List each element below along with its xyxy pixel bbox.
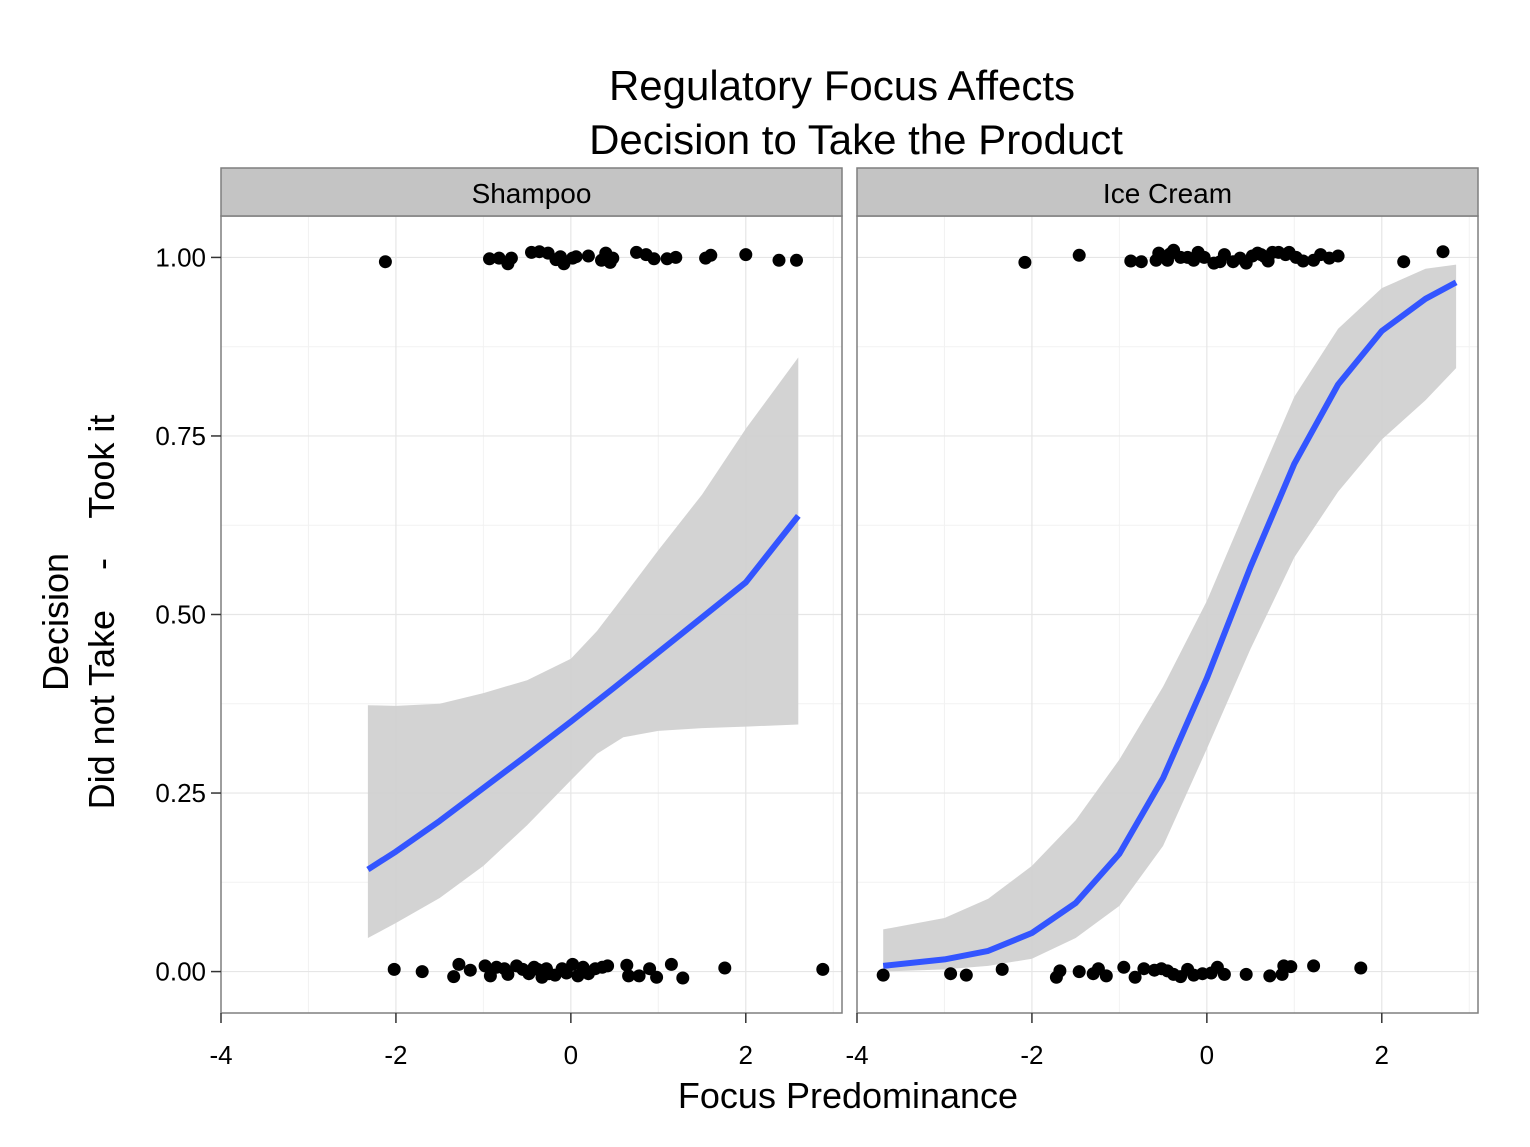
data-point-took — [647, 252, 661, 266]
data-point-not — [1128, 970, 1142, 984]
data-point-not — [944, 967, 958, 981]
data-point-not — [387, 962, 401, 976]
facet-panels: Shampoo -4 -2 0 2 Ice Cream -4 -2 0 2 — [209, 167, 1479, 1070]
data-point-not — [566, 957, 580, 971]
data-point-took — [669, 250, 683, 264]
data-point-took — [1072, 248, 1086, 262]
data-point-not — [650, 970, 664, 984]
strip-label: Ice Cream — [1103, 178, 1232, 209]
y-tick-label: 0.25 — [155, 778, 206, 808]
data-point-took — [581, 249, 595, 263]
data-point-not — [622, 969, 636, 983]
data-point-not — [632, 969, 646, 983]
data-point-took — [504, 251, 518, 265]
data-point-not — [601, 959, 615, 973]
data-point-took — [1197, 250, 1211, 264]
data-point-took — [1152, 246, 1166, 260]
data-point-not — [643, 962, 657, 976]
data-point-took — [1397, 255, 1411, 269]
y-axis-title-line-1: Decision — [35, 553, 76, 691]
x-tick-label: -4 — [845, 1040, 868, 1070]
data-point-took — [483, 252, 496, 266]
data-point-took — [569, 250, 583, 264]
x-tick-label: -2 — [1020, 1040, 1043, 1070]
data-point-took — [1217, 248, 1231, 262]
data-point-took — [1124, 254, 1138, 268]
data-point-not — [676, 971, 690, 985]
data-point-not — [447, 970, 461, 984]
data-point-not — [959, 968, 973, 982]
data-point-not — [876, 968, 890, 982]
data-point-took — [772, 253, 786, 267]
data-point-took — [378, 255, 392, 269]
data-point-not — [1307, 959, 1321, 973]
data-point-not — [718, 961, 732, 975]
data-point-not — [1284, 960, 1298, 974]
y-tick-label: 0.00 — [155, 957, 206, 987]
y-axis-title-line-2: Did not Take - Took it — [81, 415, 122, 810]
data-point-not — [995, 962, 1009, 976]
data-point-not — [1239, 967, 1253, 981]
x-tick-label: 2 — [1375, 1040, 1389, 1070]
x-tick-label: 0 — [564, 1040, 578, 1070]
data-point-not — [1217, 967, 1231, 981]
data-point-not — [478, 959, 492, 973]
data-point-not — [1117, 960, 1131, 974]
data-point-not — [1053, 964, 1067, 978]
y-axis: 0.00 0.25 0.50 0.75 1.00 — [155, 242, 221, 987]
data-point-not — [1354, 961, 1368, 975]
data-point-not — [620, 958, 634, 972]
data-point-not — [1099, 969, 1113, 983]
y-tick-label: 0.75 — [155, 421, 206, 451]
data-point-took — [1331, 249, 1345, 263]
strip — [220, 167, 843, 217]
x-tick-label: -4 — [209, 1040, 232, 1070]
panel-1: Ice Cream -4 -2 0 2 — [845, 167, 1479, 1070]
strip — [856, 167, 1479, 217]
data-point-took — [1436, 245, 1450, 259]
data-point-not — [1263, 969, 1277, 983]
data-point-not — [501, 967, 515, 981]
y-tick-label: 1.00 — [155, 242, 206, 272]
data-point-took — [1018, 255, 1032, 269]
data-point-took — [704, 248, 718, 262]
x-tick-label: -2 — [384, 1040, 407, 1070]
fit-line — [366, 514, 801, 873]
data-point-took — [790, 253, 803, 267]
x-tick-label: 2 — [739, 1040, 753, 1070]
strip-label: Shampoo — [472, 178, 592, 209]
data-point-not — [816, 962, 830, 976]
data-point-took — [1134, 255, 1148, 269]
data-point-not — [415, 965, 429, 979]
data-point-took — [606, 251, 620, 265]
fit-line — [882, 279, 1458, 969]
data-point-took — [1296, 254, 1310, 268]
confidence-ribbon — [883, 264, 1457, 972]
x-tick-label: 0 — [1200, 1040, 1214, 1070]
chart-title-line-1: Regulatory Focus Affects — [609, 62, 1075, 109]
data-point-not — [463, 963, 477, 977]
data-point-not — [1072, 965, 1086, 979]
data-point-took — [739, 248, 753, 262]
panel-0: Shampoo -4 -2 0 2 — [209, 167, 843, 1070]
x-axis-title: Focus Predominance — [678, 1075, 1018, 1116]
chart-title-line-2: Decision to Take the Product — [589, 116, 1123, 163]
data-point-not — [452, 957, 466, 971]
y-tick-label: 0.50 — [155, 600, 206, 630]
data-point-not — [1137, 962, 1151, 976]
data-point-not — [664, 957, 678, 971]
